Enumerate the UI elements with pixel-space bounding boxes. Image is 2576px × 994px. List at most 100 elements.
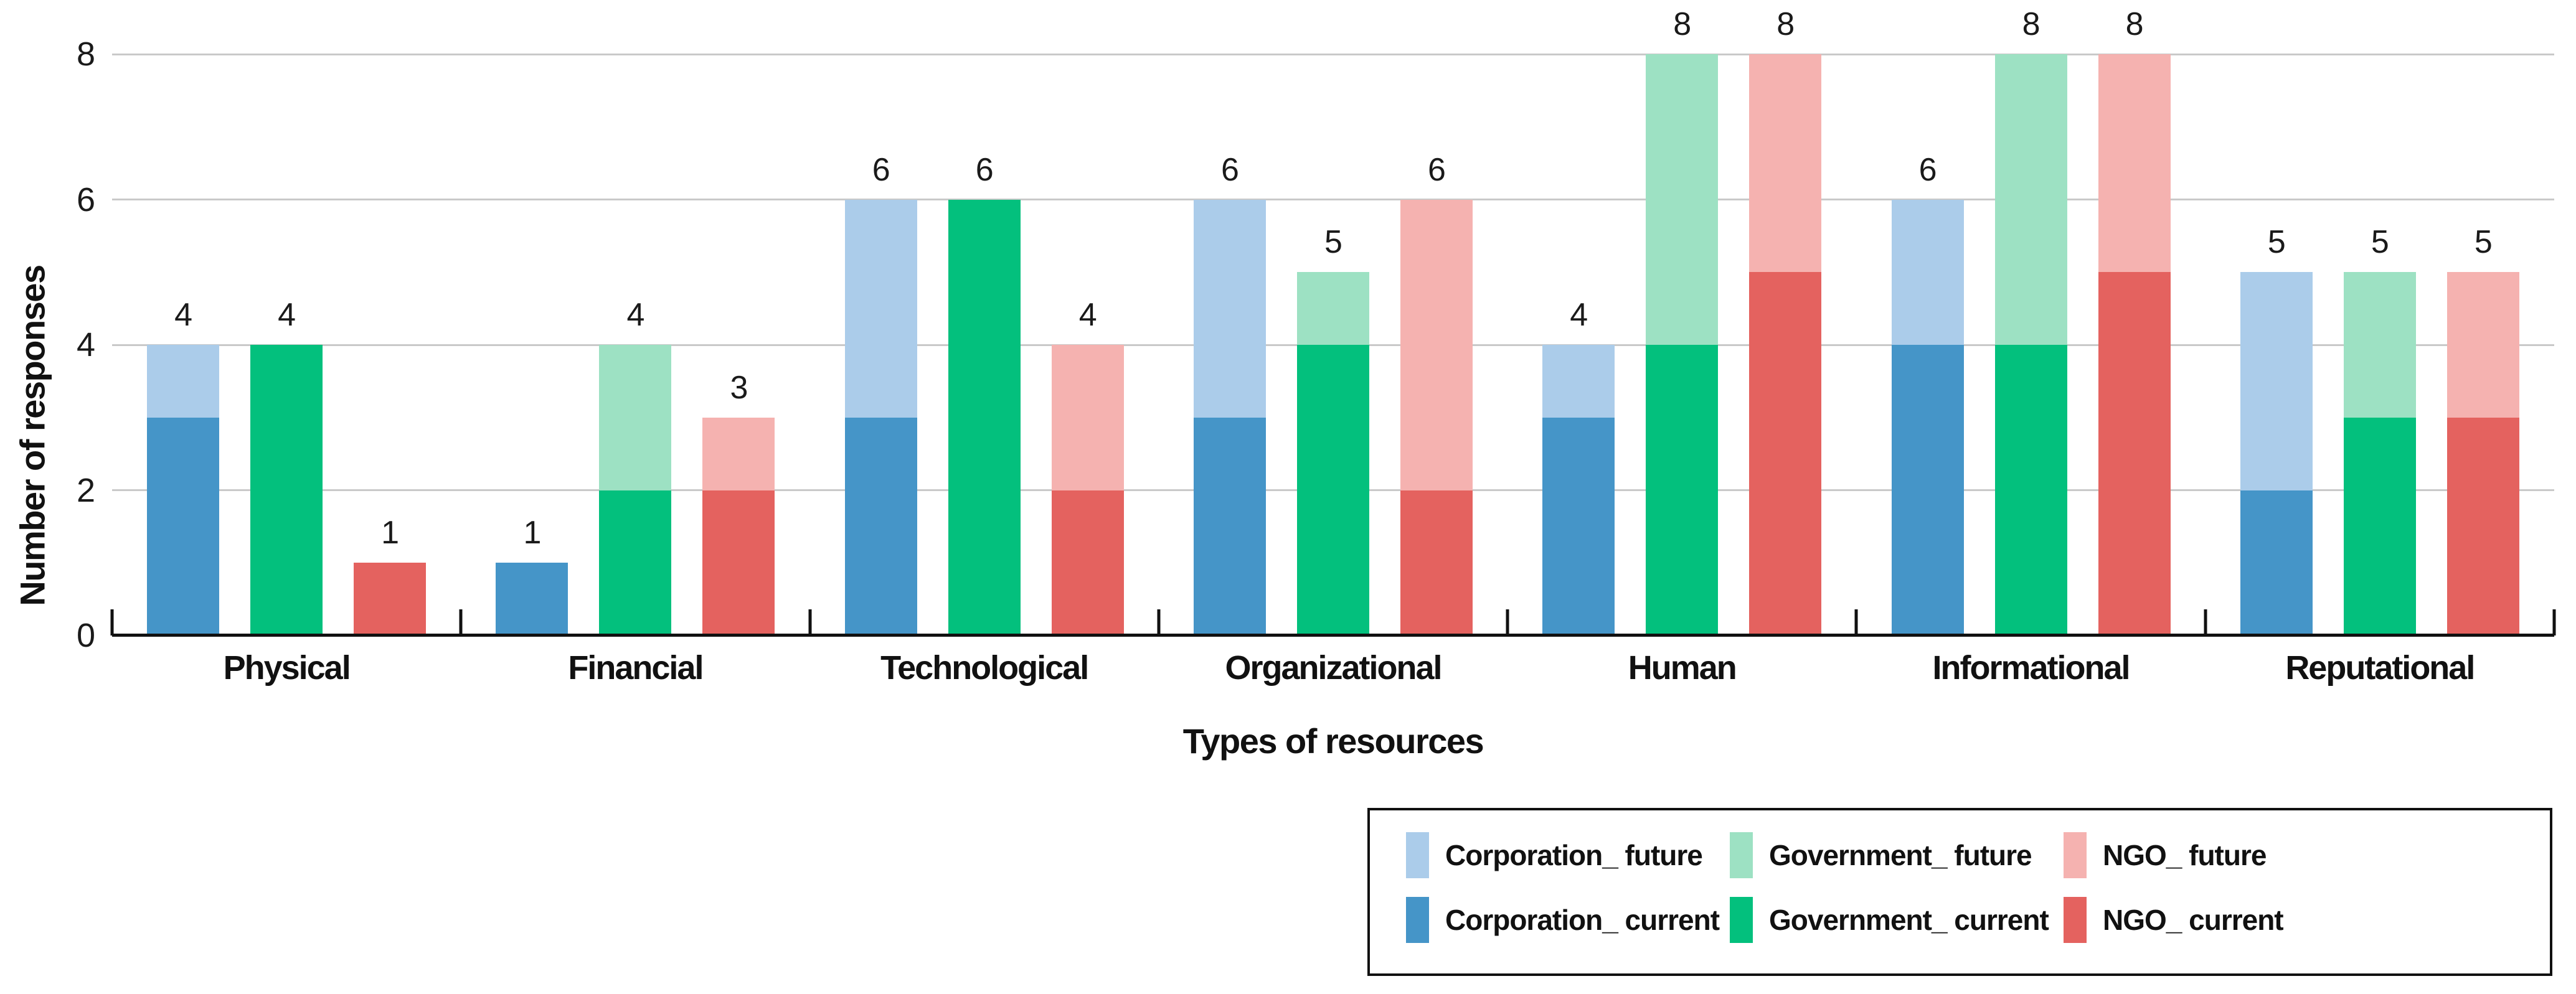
segment-corporation-current	[1891, 345, 1964, 635]
bar-ngo-informational: 8	[2098, 6, 2171, 635]
category-boundary-tick	[1157, 609, 1161, 635]
bar-value-label: 8	[2022, 6, 2041, 42]
segment-corporation-future	[844, 199, 917, 418]
segment-corporation-future	[1542, 345, 1615, 418]
category-label-human: Human	[1628, 649, 1737, 687]
category-label-reputational: Reputational	[2285, 649, 2475, 687]
bar-corporation-organizational: 6	[1193, 152, 1266, 635]
segment-ngo-future	[702, 417, 775, 490]
bar-corporation-financial: 1	[496, 515, 569, 635]
category-boundary-tick	[110, 609, 114, 635]
segment-ngo-current	[354, 563, 427, 635]
segment-corporation-current	[844, 417, 917, 635]
bar-value-label: 3	[730, 369, 748, 406]
plot-area: 4 4 1 1 4 3 6 6 4 6 5 6 4 8 8 6 8 8 5 5 5	[110, 6, 2556, 637]
bar-group-physical: 4 4 1	[112, 54, 461, 635]
legend-swatch-corporation-future	[1406, 832, 1429, 878]
bar-value-label: 6	[1221, 151, 1239, 188]
bar-value-label: 5	[1324, 224, 1342, 261]
bar-value-label: 4	[1078, 297, 1097, 333]
segment-ngo-future	[1400, 199, 1473, 490]
y-tick-label-8: 8	[76, 35, 95, 73]
legend-swatch-corporation-current	[1406, 897, 1429, 943]
bar-value-label: 8	[2125, 6, 2144, 42]
bar-corporation-physical: 4	[147, 297, 220, 635]
bar-ngo-human: 8	[1749, 6, 1822, 635]
bar-value-label: 4	[626, 297, 644, 333]
bar-ngo-physical: 1	[354, 515, 427, 635]
segment-corporation-current	[2240, 490, 2313, 635]
legend-label-government-current: Government_ current	[1769, 904, 2049, 936]
category-label-physical: Physical	[223, 649, 351, 687]
segment-ngo-current	[1400, 490, 1473, 635]
bar-value-label: 5	[2267, 224, 2286, 261]
category-label-informational: Informational	[1932, 649, 2131, 687]
bar-government-human: 8	[1646, 6, 1719, 635]
segment-ngo-current	[1749, 272, 1822, 635]
bar-group-reputational: 5 5 5	[2206, 54, 2554, 635]
bar-group-informational: 6 8 8	[1856, 6, 2205, 635]
legend-swatch-ngo-current	[2064, 897, 2087, 943]
segment-corporation-future	[1193, 199, 1266, 418]
bar-government-informational: 8	[1994, 6, 2067, 635]
segment-government-future	[1994, 54, 2067, 345]
segment-corporation-current	[1542, 417, 1615, 635]
segment-ngo-current	[1051, 490, 1124, 635]
bar-value-label: 5	[2371, 224, 2389, 261]
bar-group-financial: 1 4 3	[461, 54, 809, 635]
segment-government-future	[1296, 272, 1369, 345]
bar-value-label: 5	[2474, 224, 2493, 261]
legend-swatch-ngo-future	[2064, 832, 2087, 878]
segment-corporation-current	[147, 417, 220, 635]
segment-government-current	[250, 345, 323, 635]
bar-value-label: 4	[174, 297, 192, 333]
bar-value-label: 6	[1428, 151, 1446, 188]
segment-ngo-future	[2446, 272, 2519, 418]
bar-corporation-reputational: 5	[2240, 224, 2313, 635]
bar-corporation-informational: 6	[1891, 152, 1964, 635]
legend-label-ngo-future: NGO_ future	[2103, 839, 2267, 871]
segment-ngo-current	[2098, 272, 2171, 635]
category-labels-row: Physical Financial Technological Organizati…	[112, 649, 2554, 687]
category-boundary-tick	[459, 609, 463, 635]
legend-item-corporation-future: Corporation_ future	[1406, 823, 1730, 888]
bar-value-label: 4	[1570, 297, 1588, 333]
category-label-organizational: Organizational	[1225, 649, 1442, 687]
bar-corporation-human: 4	[1542, 297, 1615, 635]
category-label-financial: Financial	[568, 649, 704, 687]
bar-value-label: 6	[872, 151, 890, 188]
bar-value-label: 8	[1776, 6, 1795, 42]
y-tick-label-2: 2	[76, 471, 95, 509]
segment-ngo-current	[2446, 417, 2519, 635]
segment-ngo-current	[702, 490, 775, 635]
segment-government-current	[1296, 345, 1369, 635]
segment-government-current	[948, 199, 1021, 635]
category-boundary-tick	[2552, 609, 2556, 635]
segment-corporation-current	[496, 563, 569, 635]
bar-value-label: 1	[523, 515, 541, 551]
category-boundary-tick	[1506, 609, 1509, 635]
bar-value-label: 1	[381, 515, 399, 551]
segment-government-future	[599, 345, 672, 490]
x-axis-title: Types of resources	[1182, 721, 1484, 761]
legend-item-government-current: Government_ current	[1730, 888, 2064, 952]
bar-group-technological: 6 6 4	[810, 54, 1159, 635]
segment-government-future	[2343, 272, 2416, 418]
bar-government-financial: 4	[599, 297, 672, 635]
bar-value-label: 8	[1673, 6, 1691, 42]
bar-government-physical: 4	[250, 297, 323, 635]
legend-swatch-government-current	[1730, 897, 1753, 943]
segment-corporation-future	[2240, 272, 2313, 490]
bar-government-reputational: 5	[2343, 224, 2416, 635]
y-tick-label-0: 0	[76, 617, 95, 654]
legend: Corporation_ future Government_ future NGO…	[1367, 808, 2552, 976]
bar-group-organizational: 6 5 6	[1159, 54, 1507, 635]
bar-ngo-technological: 4	[1051, 297, 1124, 635]
segment-ngo-future	[1051, 345, 1124, 490]
segment-government-current	[599, 490, 672, 635]
segment-corporation-current	[1193, 417, 1266, 635]
bar-value-label: 6	[1918, 151, 1937, 188]
bar-value-label: 4	[278, 297, 296, 333]
segment-ngo-future	[2098, 54, 2171, 273]
